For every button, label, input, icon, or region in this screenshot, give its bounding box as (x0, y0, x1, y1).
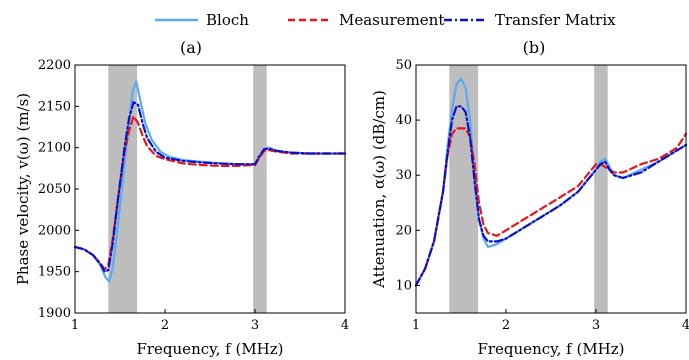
panel-b-ytick-label-20: 20 (395, 223, 412, 238)
panel-b-ticks: 1 2 3 4 10 20 30 40 50 (395, 58, 689, 333)
panel-a-series (73, 80, 347, 283)
panel-b-xtick-label-1: 1 (412, 318, 420, 333)
panel-a-xtick-label-2: 2 (161, 318, 169, 333)
legend: Bloch Measurement Transfer Matrix (155, 11, 616, 29)
panel-a-ytick-label-1950: 1950 (38, 265, 71, 280)
panel-a-xtick-label-3: 3 (251, 318, 259, 333)
panel-b-ytick-label-10: 10 (395, 278, 412, 293)
panel-a-xtick-label-1: 1 (71, 318, 79, 333)
panel-a-shaded-band-2 (253, 65, 267, 313)
panel-b-ytick-label-50: 50 (395, 58, 412, 73)
panel-a-ytick-label-2100: 2100 (38, 141, 71, 156)
panel-b-ytick-label-30: 30 (395, 168, 412, 183)
panel-a-ytick-label-2050: 2050 (38, 182, 71, 197)
panel-b: (b) 1 2 3 4 10 20 30 40 50 Frequency, f (MHz) At… (370, 38, 689, 358)
panel-b-ylabel: Attenuation, α(ω) (dB/cm) (370, 90, 388, 289)
panel-b-shaded-band-2 (594, 65, 608, 313)
panel-a: (a) 1 2 3 4 1900 1950 2000 2050 2100 2150 2200 Fre… (14, 38, 349, 358)
legend-label-bloch: Bloch (206, 11, 249, 29)
panel-a-ytick-label-1900: 1900 (38, 306, 71, 321)
panel-a-line-transfer-matrix (73, 101, 347, 273)
panel-b-title: (b) (523, 38, 546, 57)
panel-b-xtick-label-2: 2 (502, 318, 510, 333)
panel-b-axes-box (415, 64, 687, 314)
panel-a-title: (a) (180, 38, 202, 57)
panel-b-shaded-bands (449, 65, 608, 313)
panel-a-ytick-label-2200: 2200 (38, 58, 71, 73)
panel-a-line-measurement (73, 115, 347, 271)
panel-b-xtick-label-3: 3 (592, 318, 600, 333)
legend-label-measurement: Measurement (339, 11, 444, 29)
panel-b-series (414, 77, 688, 287)
panel-b-line-bloch (414, 77, 688, 287)
panel-a-ticks: 1 2 3 4 1900 1950 2000 2050 2100 2150 2200 (38, 58, 349, 333)
panel-b-line-measurement (414, 127, 688, 287)
panel-b-ytick-label-40: 40 (395, 113, 412, 128)
panel-a-xtick-label-4: 4 (341, 318, 349, 333)
panel-b-line-transfer-matrix (414, 105, 688, 287)
panel-a-ylabel: Phase velocity, v(ω) (m/s) (14, 93, 32, 285)
legend-item-measurement: Measurement (288, 11, 444, 29)
panel-a-ytick-label-2150: 2150 (38, 99, 71, 114)
legend-item-transfer-matrix: Transfer Matrix (444, 11, 616, 29)
panel-b-xtick-label-4: 4 (682, 318, 689, 333)
panel-b-shaded-band-1 (449, 65, 479, 313)
panel-a-ytick-label-2000: 2000 (38, 223, 71, 238)
legend-label-transfer-matrix: Transfer Matrix (495, 11, 616, 29)
panel-b-xlabel: Frequency, f (MHz) (477, 340, 624, 358)
panel-a-xlabel: Frequency, f (MHz) (136, 340, 283, 358)
legend-item-bloch: Bloch (155, 11, 249, 29)
